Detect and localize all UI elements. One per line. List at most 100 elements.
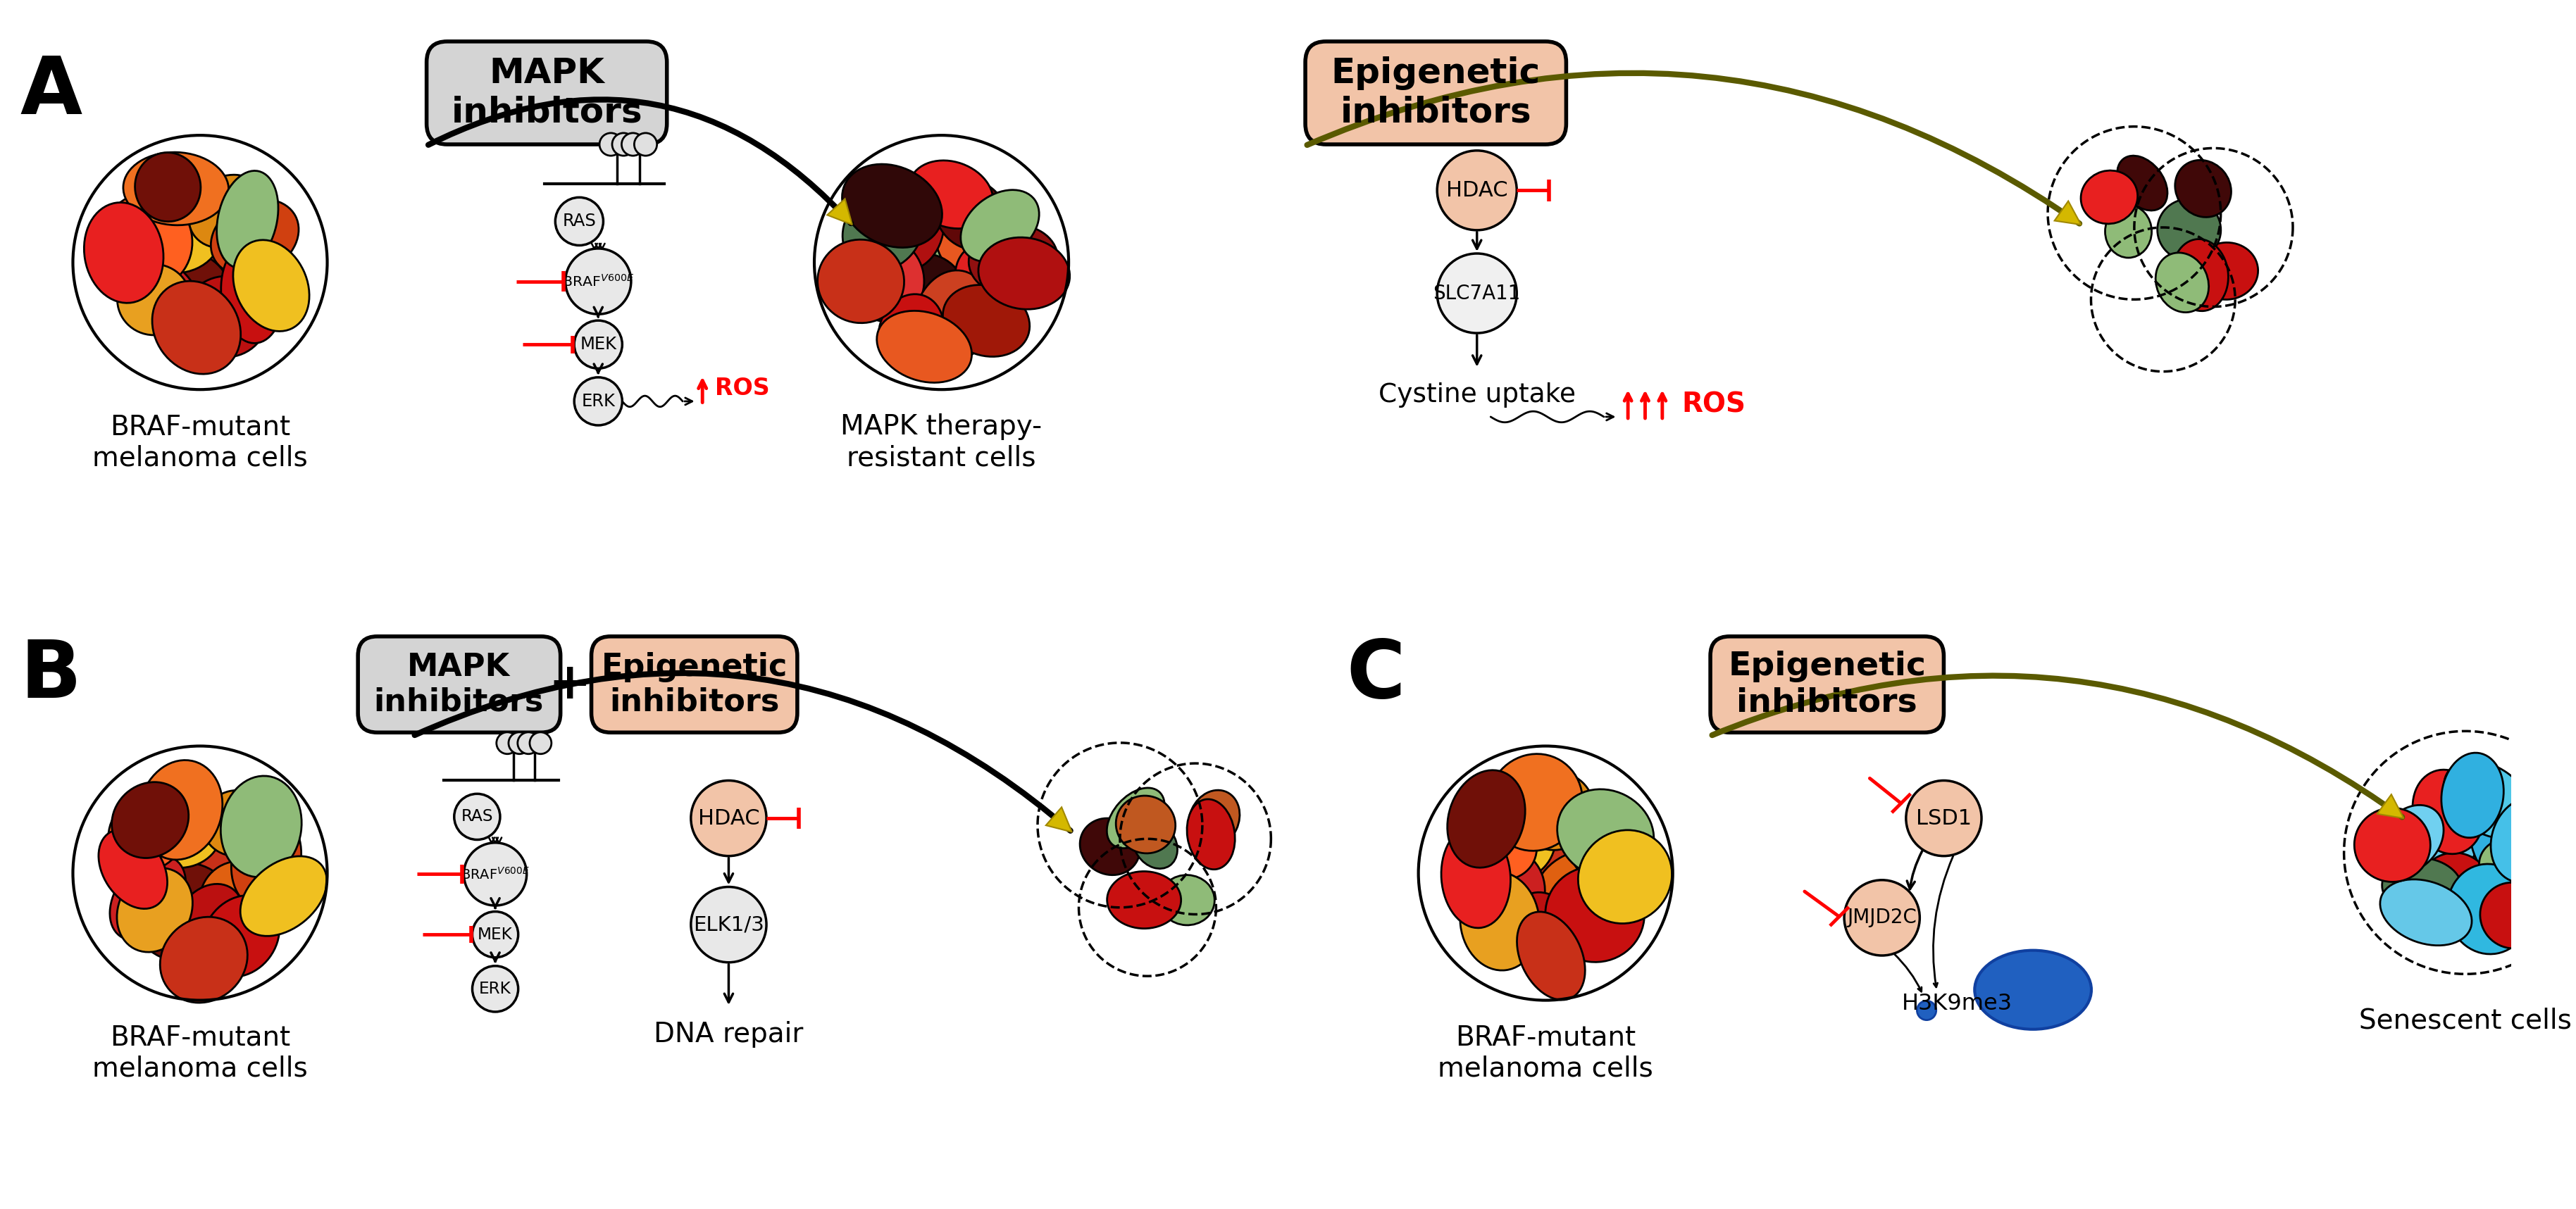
Ellipse shape bbox=[116, 868, 193, 953]
Ellipse shape bbox=[183, 856, 247, 935]
Circle shape bbox=[621, 133, 644, 156]
Ellipse shape bbox=[134, 152, 201, 221]
Ellipse shape bbox=[108, 793, 188, 872]
Text: C: C bbox=[1347, 636, 1406, 715]
Ellipse shape bbox=[139, 760, 222, 860]
Ellipse shape bbox=[222, 776, 301, 877]
Text: ELK1/3: ELK1/3 bbox=[693, 915, 765, 935]
Ellipse shape bbox=[2419, 822, 2512, 884]
Ellipse shape bbox=[124, 826, 206, 912]
Ellipse shape bbox=[118, 264, 191, 335]
Text: BRAF$^{V600E}$: BRAF$^{V600E}$ bbox=[562, 273, 634, 289]
Ellipse shape bbox=[224, 233, 283, 314]
Text: H3K9me3: H3K9me3 bbox=[1901, 993, 2012, 1014]
Text: MEK: MEK bbox=[477, 926, 513, 943]
Ellipse shape bbox=[139, 251, 232, 342]
Ellipse shape bbox=[817, 239, 904, 323]
Ellipse shape bbox=[2081, 170, 2138, 224]
Ellipse shape bbox=[1535, 809, 1618, 898]
Ellipse shape bbox=[842, 164, 943, 248]
Text: BRAF-mutant
melanoma cells: BRAF-mutant melanoma cells bbox=[93, 413, 307, 472]
Circle shape bbox=[574, 377, 623, 426]
Ellipse shape bbox=[2156, 253, 2208, 312]
Ellipse shape bbox=[914, 271, 989, 365]
Ellipse shape bbox=[1473, 872, 1579, 958]
Ellipse shape bbox=[1115, 796, 1175, 854]
Ellipse shape bbox=[1133, 820, 1177, 868]
Ellipse shape bbox=[149, 215, 250, 310]
Ellipse shape bbox=[909, 161, 994, 229]
Polygon shape bbox=[1046, 808, 1072, 832]
Ellipse shape bbox=[147, 845, 229, 931]
Ellipse shape bbox=[2491, 797, 2563, 883]
Circle shape bbox=[1844, 880, 1919, 955]
Ellipse shape bbox=[2481, 883, 2545, 948]
Ellipse shape bbox=[1517, 912, 1584, 1000]
Ellipse shape bbox=[1448, 770, 1525, 868]
Ellipse shape bbox=[1510, 827, 1582, 920]
Ellipse shape bbox=[842, 189, 922, 271]
Ellipse shape bbox=[2478, 838, 2543, 895]
Ellipse shape bbox=[961, 190, 1038, 262]
Text: ROS: ROS bbox=[1682, 391, 1747, 418]
Circle shape bbox=[690, 781, 768, 856]
Text: Cystine uptake: Cystine uptake bbox=[1378, 382, 1577, 407]
Ellipse shape bbox=[2117, 156, 2166, 210]
Circle shape bbox=[497, 733, 518, 754]
Ellipse shape bbox=[866, 177, 943, 271]
Circle shape bbox=[564, 249, 631, 314]
Circle shape bbox=[471, 912, 518, 958]
Ellipse shape bbox=[1512, 892, 1582, 974]
Text: MEK: MEK bbox=[580, 336, 616, 353]
Ellipse shape bbox=[98, 829, 167, 909]
Circle shape bbox=[1437, 151, 1517, 230]
Ellipse shape bbox=[1533, 850, 1636, 948]
FancyBboxPatch shape bbox=[1710, 636, 1945, 733]
Ellipse shape bbox=[201, 896, 278, 977]
Ellipse shape bbox=[1507, 811, 1595, 887]
Ellipse shape bbox=[873, 229, 940, 295]
Ellipse shape bbox=[152, 832, 250, 915]
Text: MAPK therapy-
resistant cells: MAPK therapy- resistant cells bbox=[840, 413, 1043, 472]
Ellipse shape bbox=[1468, 846, 1551, 907]
Ellipse shape bbox=[1458, 808, 1538, 880]
Ellipse shape bbox=[1558, 789, 1654, 879]
Ellipse shape bbox=[201, 791, 270, 856]
Ellipse shape bbox=[198, 861, 283, 948]
Ellipse shape bbox=[121, 181, 222, 273]
Ellipse shape bbox=[1486, 843, 1579, 920]
Ellipse shape bbox=[152, 280, 240, 374]
Polygon shape bbox=[2378, 794, 2403, 818]
Ellipse shape bbox=[124, 152, 229, 225]
Circle shape bbox=[531, 733, 551, 754]
Ellipse shape bbox=[183, 276, 268, 357]
Text: RAS: RAS bbox=[461, 809, 492, 825]
Ellipse shape bbox=[2445, 760, 2532, 839]
Text: ROS: ROS bbox=[716, 377, 770, 400]
Ellipse shape bbox=[2354, 808, 2429, 881]
Circle shape bbox=[1917, 1001, 1937, 1020]
FancyBboxPatch shape bbox=[358, 636, 562, 733]
FancyBboxPatch shape bbox=[428, 41, 667, 144]
Text: LSD1: LSD1 bbox=[1917, 808, 1971, 828]
Ellipse shape bbox=[1188, 791, 1239, 848]
Polygon shape bbox=[2056, 201, 2081, 225]
Ellipse shape bbox=[899, 224, 984, 301]
Ellipse shape bbox=[139, 227, 234, 314]
Ellipse shape bbox=[126, 221, 198, 289]
Ellipse shape bbox=[160, 916, 247, 1002]
Ellipse shape bbox=[1546, 867, 1643, 962]
Ellipse shape bbox=[1476, 799, 1556, 880]
Ellipse shape bbox=[139, 793, 222, 868]
Text: SLC7A11: SLC7A11 bbox=[1432, 283, 1520, 303]
Ellipse shape bbox=[2470, 783, 2527, 880]
Ellipse shape bbox=[162, 197, 252, 285]
Ellipse shape bbox=[845, 237, 925, 322]
Ellipse shape bbox=[216, 170, 278, 268]
Ellipse shape bbox=[240, 856, 327, 936]
Ellipse shape bbox=[2378, 805, 2445, 873]
Ellipse shape bbox=[914, 243, 1007, 319]
Ellipse shape bbox=[111, 856, 185, 941]
Ellipse shape bbox=[889, 233, 971, 312]
Polygon shape bbox=[827, 198, 853, 225]
